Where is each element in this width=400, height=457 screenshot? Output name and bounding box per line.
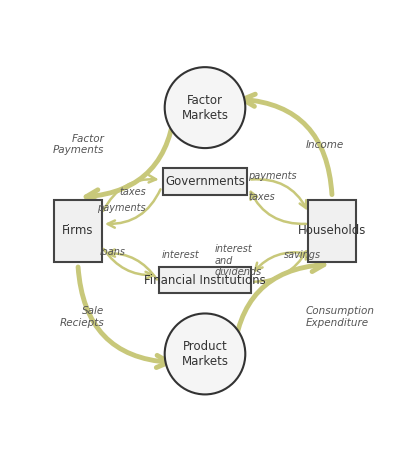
Text: Product
Markets: Product Markets: [182, 340, 228, 368]
Text: taxes: taxes: [248, 192, 275, 202]
Text: Factor
Payments: Factor Payments: [53, 134, 104, 155]
Text: interest: interest: [162, 250, 199, 260]
Text: payments: payments: [248, 171, 297, 181]
Text: Consumption
Expenditure: Consumption Expenditure: [306, 306, 375, 328]
Text: Financial Institutions: Financial Institutions: [144, 274, 266, 287]
Text: payments: payments: [98, 203, 146, 213]
Text: Factor
Markets: Factor Markets: [182, 94, 228, 122]
Ellipse shape: [165, 67, 245, 148]
FancyBboxPatch shape: [54, 200, 102, 261]
FancyBboxPatch shape: [163, 168, 247, 195]
Text: savings: savings: [284, 250, 321, 260]
Text: Firms: Firms: [62, 224, 94, 237]
Text: loans: loans: [100, 247, 126, 257]
Ellipse shape: [165, 314, 245, 394]
FancyBboxPatch shape: [308, 200, 356, 261]
Text: Households: Households: [298, 224, 366, 237]
Text: interest
and
dividends: interest and dividends: [214, 244, 262, 277]
Text: Governments: Governments: [165, 175, 245, 188]
Text: Sale
Reciepts: Sale Reciepts: [60, 306, 104, 328]
FancyBboxPatch shape: [158, 267, 252, 293]
Text: Income: Income: [306, 139, 344, 149]
Text: taxes: taxes: [119, 187, 146, 197]
